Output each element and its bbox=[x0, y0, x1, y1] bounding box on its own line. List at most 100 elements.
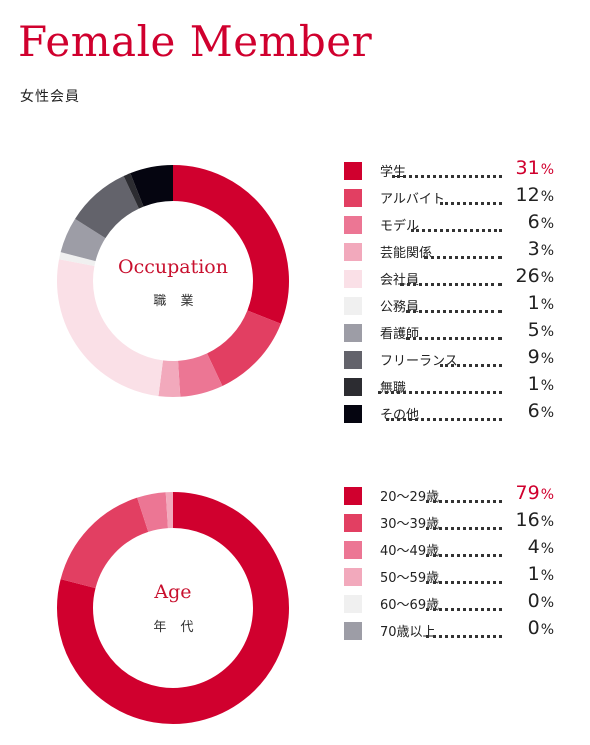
legend-item: アルバイト 12% bbox=[344, 184, 555, 212]
legend-leader-dots bbox=[426, 542, 502, 557]
legend-value: 31% bbox=[516, 157, 555, 179]
legend-value-number: 79 bbox=[515, 482, 540, 504]
legend-leader-dots bbox=[411, 217, 502, 232]
legend-value-unit: % bbox=[540, 541, 554, 557]
age-donut-chart: Age 年 代 bbox=[57, 492, 289, 724]
legend-swatch bbox=[344, 595, 362, 613]
legend-value-number: 6 bbox=[527, 400, 540, 422]
donut-slice bbox=[75, 176, 140, 239]
legend-value: 6% bbox=[528, 211, 554, 233]
occupation-legend: 学生 31% アルバイト 12% モデル 6% 芸能関係 3% 会社員 26% 公務員 1% 看護師 5%… bbox=[344, 157, 555, 428]
legend-label: 30～39歳 bbox=[380, 517, 440, 532]
legend-swatch bbox=[344, 162, 362, 180]
legend-value-unit: % bbox=[540, 270, 554, 286]
legend-value-unit: % bbox=[540, 378, 554, 394]
legend-leader-dots bbox=[400, 271, 502, 286]
legend-swatch bbox=[344, 568, 362, 586]
legend-leader-dots bbox=[426, 596, 502, 611]
legend-label: 芸能関係 bbox=[380, 246, 433, 261]
legend-label: アルバイト bbox=[380, 192, 445, 207]
legend-leader-dots bbox=[386, 406, 502, 421]
legend-leader-dots bbox=[426, 623, 502, 638]
legend-item: その他 6% bbox=[344, 400, 554, 428]
legend-swatch bbox=[344, 541, 362, 559]
legend-value: 0% bbox=[528, 617, 554, 639]
legend-value-number: 9 bbox=[527, 346, 540, 368]
legend-value-unit: % bbox=[540, 297, 554, 313]
donut-slice bbox=[59, 252, 96, 267]
donut-slice bbox=[172, 165, 289, 324]
legend-leader-dots bbox=[424, 244, 502, 259]
legend-swatch bbox=[344, 514, 362, 532]
donut-slice bbox=[206, 309, 281, 386]
legend-leader-dots bbox=[440, 190, 502, 205]
legend-item: 公務員 1% bbox=[344, 292, 554, 320]
legend-value-unit: % bbox=[540, 568, 554, 584]
legend-leader-dots bbox=[426, 569, 502, 584]
legend-value-number: 26 bbox=[515, 265, 540, 287]
donut-slice bbox=[137, 492, 169, 533]
legend-value: 1% bbox=[528, 373, 554, 395]
legend-value-number: 16 bbox=[515, 509, 540, 531]
legend-swatch bbox=[344, 351, 362, 369]
legend-value-unit: % bbox=[540, 324, 554, 340]
legend-value: 12% bbox=[516, 184, 555, 206]
age-legend: 20～29歳 79% 30～39歳 16% 40～49歳 4% 50～59歳 1% 60～69歳… bbox=[344, 482, 555, 645]
legend-item: 40～49歳 4% bbox=[344, 536, 554, 564]
legend-item: 50～59歳 1% bbox=[344, 563, 554, 591]
legend-label: モデル bbox=[380, 219, 420, 234]
legend-item: 無職 1% bbox=[344, 373, 554, 401]
legend-leader-dots bbox=[406, 325, 502, 340]
legend-value: 79% bbox=[516, 482, 555, 504]
donut-slice bbox=[57, 259, 164, 397]
legend-value-number: 0 bbox=[527, 590, 540, 612]
donut-slice bbox=[158, 360, 181, 397]
legend-value-unit: % bbox=[540, 405, 554, 421]
legend-value-number: 3 bbox=[527, 238, 540, 260]
legend-value-number: 1 bbox=[527, 292, 540, 314]
occupation-donut-chart: Occupation 職 業 bbox=[57, 165, 289, 397]
legend-value-number: 31 bbox=[515, 157, 540, 179]
legend-swatch bbox=[344, 189, 362, 207]
donut-slice bbox=[57, 492, 289, 724]
donut-slice bbox=[123, 173, 144, 209]
legend-value-unit: % bbox=[540, 514, 554, 530]
legend-item: 60～69歳 0% bbox=[344, 590, 554, 618]
legend-value-number: 4 bbox=[527, 536, 540, 558]
legend-swatch bbox=[344, 270, 362, 288]
legend-value-number: 12 bbox=[515, 184, 540, 206]
legend-leader-dots bbox=[440, 352, 502, 367]
legend-item: 20～29歳 79% bbox=[344, 482, 555, 510]
age-chart-title: Age bbox=[153, 581, 191, 603]
donut-slice bbox=[60, 218, 106, 262]
legend-item: 看護師 5% bbox=[344, 319, 554, 347]
legend-value: 3% bbox=[528, 238, 554, 260]
occupation-chart-subtitle: 職 業 bbox=[153, 293, 198, 309]
legend-label: 50～59歳 bbox=[380, 571, 440, 586]
legend-value: 26% bbox=[516, 265, 555, 287]
legend-value: 6% bbox=[528, 400, 554, 422]
legend-value-unit: % bbox=[540, 487, 554, 503]
legend-leader-dots bbox=[378, 379, 502, 394]
legend-value-number: 1 bbox=[527, 563, 540, 585]
legend-value-number: 6 bbox=[527, 211, 540, 233]
donut-slice bbox=[177, 353, 223, 397]
legend-leader-dots bbox=[426, 515, 502, 530]
legend-label: 40～49歳 bbox=[380, 544, 440, 559]
legend-value-number: 0 bbox=[527, 617, 540, 639]
page-subtitle: 女性会員 bbox=[20, 89, 80, 105]
legend-swatch bbox=[344, 324, 362, 342]
legend-value-unit: % bbox=[540, 189, 554, 205]
legend-item: モデル 6% bbox=[344, 211, 554, 239]
legend-label: フリーランス bbox=[380, 354, 458, 369]
legend-value: 4% bbox=[528, 536, 554, 558]
legend-value-unit: % bbox=[540, 243, 554, 259]
legend-item: 芸能関係 3% bbox=[344, 238, 554, 266]
legend-swatch bbox=[344, 622, 362, 640]
legend-leader-dots bbox=[392, 163, 502, 178]
legend-value-unit: % bbox=[540, 216, 554, 232]
legend-item: 会社員 26% bbox=[344, 265, 555, 293]
legend-swatch bbox=[344, 378, 362, 396]
donut-slice bbox=[60, 497, 149, 589]
page-title: Female Member bbox=[18, 17, 373, 66]
